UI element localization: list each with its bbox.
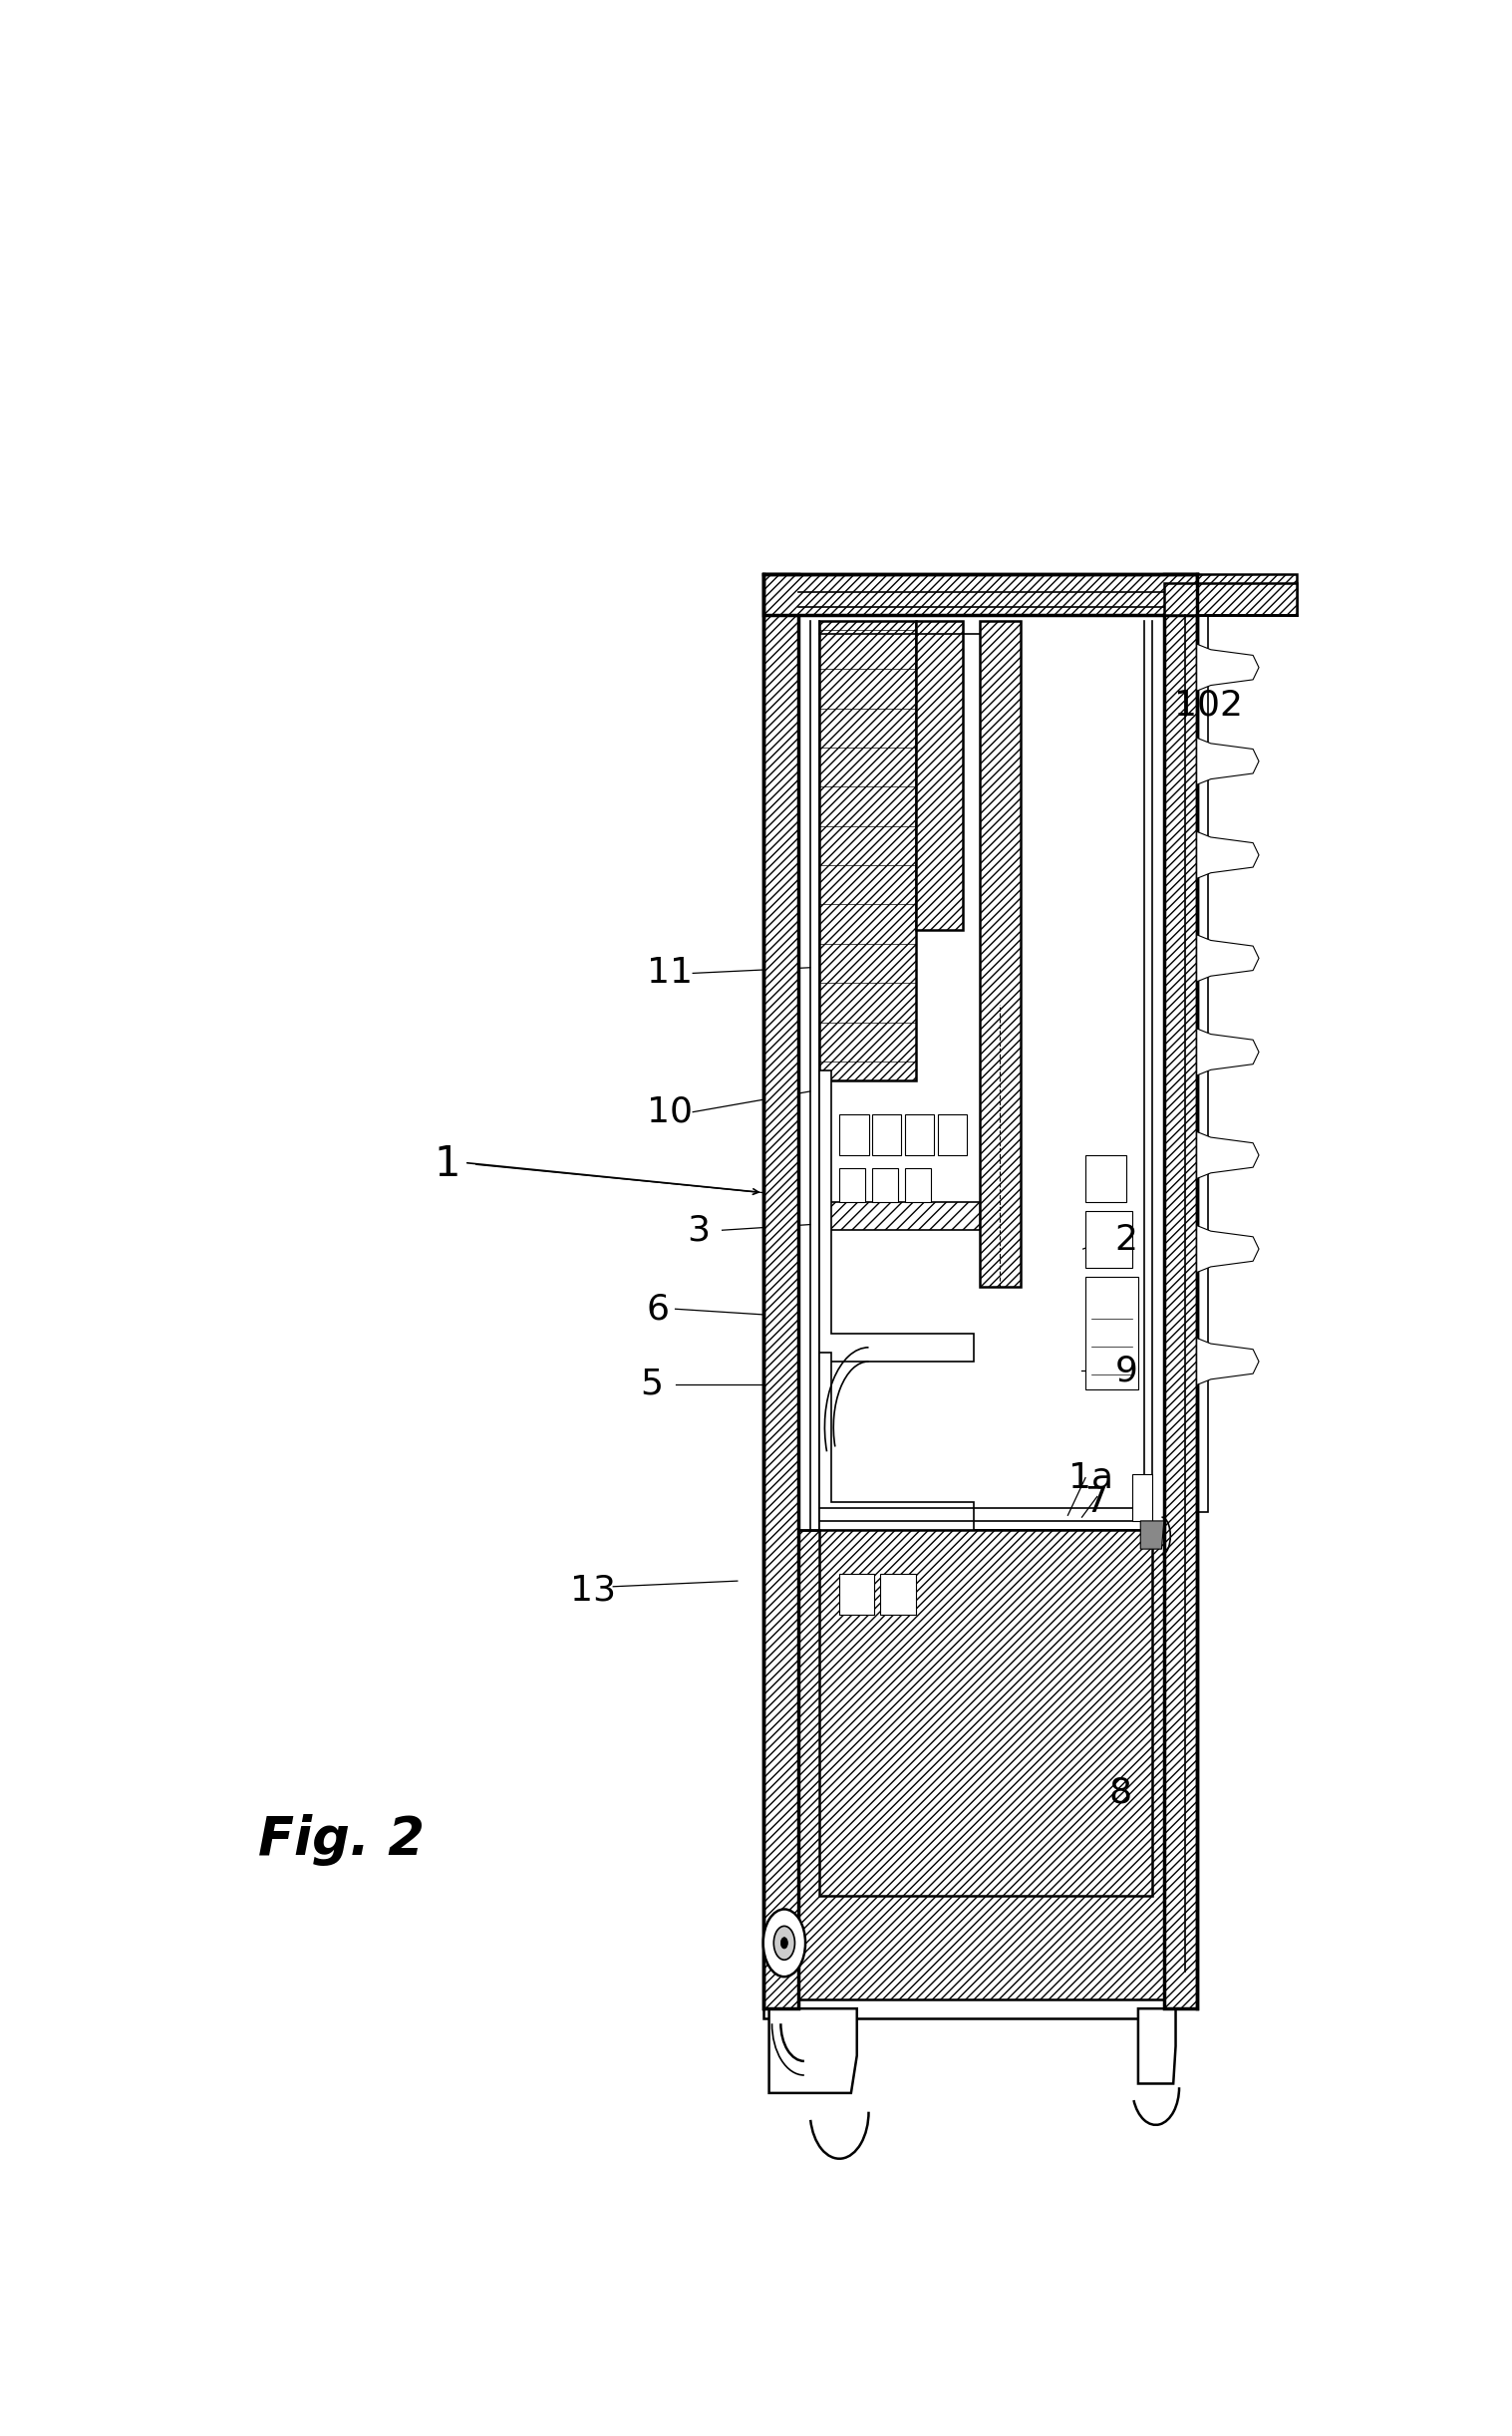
Bar [937,1113,968,1155]
Polygon shape [764,1530,1164,2010]
Polygon shape [915,621,962,931]
Polygon shape [1139,2010,1176,2083]
Circle shape [764,1910,806,1976]
Text: 13: 13 [570,1574,617,1608]
Text: 7: 7 [1086,1486,1108,1520]
Polygon shape [823,1201,980,1230]
Bar [1086,1155,1126,1201]
Bar [880,1574,915,1615]
Bar [839,1113,868,1155]
Polygon shape [1132,1474,1152,1520]
Bar [839,1169,865,1201]
Polygon shape [1198,1337,1259,1386]
Bar [872,1169,898,1201]
Polygon shape [1164,582,1296,614]
Bar [906,1113,934,1155]
Polygon shape [764,575,798,2010]
Bar [839,1574,874,1615]
Circle shape [780,1937,788,1949]
Text: 9: 9 [1114,1354,1139,1389]
Text: 3: 3 [688,1213,711,1247]
Polygon shape [1198,614,1208,1510]
Polygon shape [764,575,1198,614]
Polygon shape [1140,1520,1164,1549]
Polygon shape [770,2010,857,2093]
Polygon shape [1198,575,1296,614]
Text: 5: 5 [641,1367,664,1401]
Polygon shape [764,2000,1173,2017]
Polygon shape [980,621,1021,1286]
Polygon shape [820,1530,1152,1895]
Text: 102: 102 [1175,687,1243,721]
Text: 11: 11 [647,957,692,989]
Polygon shape [820,1352,974,1530]
Text: 1a: 1a [1069,1462,1114,1496]
Polygon shape [1198,831,1259,879]
Text: 2: 2 [1114,1223,1139,1257]
Polygon shape [820,621,915,1079]
Bar [1086,1211,1132,1267]
Polygon shape [1198,935,1259,982]
Bar [1086,1276,1139,1389]
Polygon shape [1198,1028,1259,1074]
Polygon shape [1198,738,1259,784]
Polygon shape [820,1072,974,1362]
Bar [906,1169,931,1201]
Polygon shape [1164,614,1185,1510]
Text: 6: 6 [646,1291,670,1325]
Polygon shape [1198,1133,1259,1179]
Circle shape [774,1927,795,1961]
Polygon shape [1198,1225,1259,1272]
Text: Fig. 2: Fig. 2 [259,1815,425,1866]
Polygon shape [1164,575,1198,2010]
Bar [872,1113,901,1155]
Polygon shape [1198,643,1259,692]
Text: 10: 10 [647,1096,692,1128]
Text: 1: 1 [434,1142,460,1186]
Text: 8: 8 [1110,1776,1132,1810]
